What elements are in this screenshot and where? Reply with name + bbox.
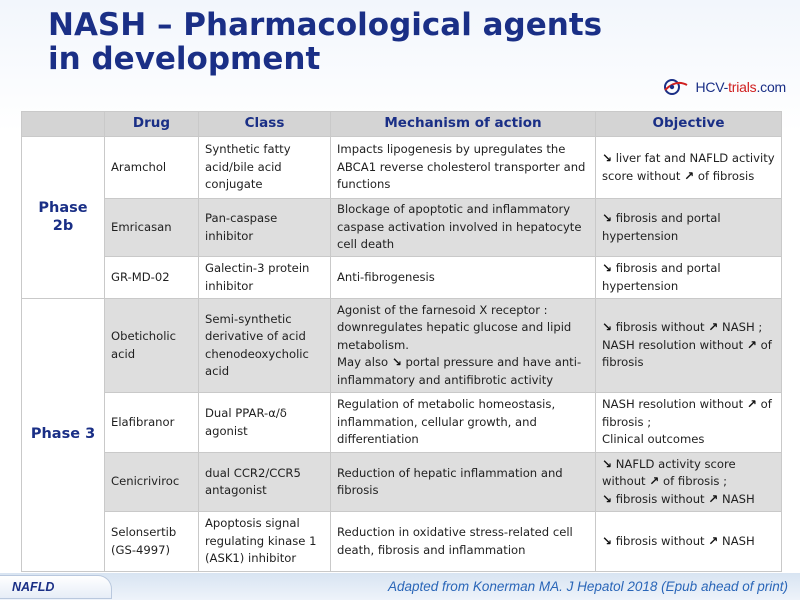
- drug-name: Selonsertib (GS-4997): [104, 511, 199, 572]
- up-arrow-icon: ↗: [708, 533, 719, 548]
- drug-mechanism: Impacts lipogenesis by upregulates the A…: [330, 136, 596, 199]
- table-row: Selonsertib (GS-4997) Apoptosis signal r…: [22, 511, 782, 572]
- table-row: Phase 2b Aramchol Synthetic fatty acid/b…: [21, 136, 782, 299]
- up-arrow-icon: ↗: [708, 320, 719, 335]
- header-phase: [21, 111, 105, 137]
- drug-objective: ↘ liver fat and NAFLD activity score wit…: [595, 136, 782, 199]
- down-arrow-icon: ↘: [602, 491, 613, 506]
- slide-title: NASH – Pharmacological agents in develop…: [48, 8, 602, 76]
- table-row: GR-MD-02 Galectin-3 protein inhibitor An…: [22, 256, 782, 299]
- drug-name: Emricasan: [104, 198, 199, 257]
- section-label: NAFLD: [12, 580, 55, 594]
- drug-mechanism: Regulation of metabolic homeostasis, inf…: [330, 392, 596, 453]
- down-arrow-icon: ↘: [602, 211, 613, 225]
- footer-section-tag: NAFLD: [0, 575, 112, 599]
- header-mechanism: Mechanism of action: [330, 111, 596, 137]
- drug-class: Pan-caspase inhibitor: [198, 198, 331, 257]
- logo-mark-icon: [664, 79, 688, 95]
- drug-class: Semi-synthetic derivative of acid chenod…: [198, 298, 331, 393]
- drug-name: Obeticholic acid: [104, 298, 199, 393]
- drug-mechanism: Blockage of apoptotic and inflammatory c…: [330, 198, 596, 257]
- table-row: Cenicriviroc dual CCR2/CCR5 antagonist R…: [22, 452, 782, 512]
- phase-label: Phase 2b: [21, 136, 105, 299]
- footer-band: [0, 573, 800, 600]
- drug-table: Drug Class Mechanism of action Objective…: [21, 111, 782, 572]
- drug-name: Aramchol: [104, 136, 199, 199]
- down-arrow-icon: ↘: [602, 533, 613, 548]
- logo-text: HCV-trials.com: [695, 79, 786, 95]
- down-arrow-icon: ↘: [602, 320, 613, 335]
- header-objective: Objective: [595, 111, 782, 137]
- drug-class: Apoptosis signal regulating kinase 1 (AS…: [198, 511, 331, 572]
- drug-name: Elafibranor: [104, 392, 199, 453]
- up-arrow-icon: ↗: [746, 397, 757, 412]
- table-row: Elafibranor Dual PPAR-α/δ agonist Regula…: [22, 392, 782, 453]
- drug-objective: ↘ fibrosis without ↗ NASH: [595, 511, 782, 572]
- drug-name: Cenicriviroc: [104, 452, 199, 512]
- drug-objective: ↘ fibrosis and portal hypertension: [595, 256, 782, 299]
- table-row: Phase 3 Obeticholic acid Semi-synthetic …: [21, 298, 782, 572]
- up-arrow-icon: ↗: [708, 491, 719, 506]
- down-arrow-icon: ↘: [602, 456, 613, 471]
- header-drug: Drug: [104, 111, 199, 137]
- drug-mechanism: Reduction of hepatic inflammation and fi…: [330, 452, 596, 512]
- down-arrow-icon: ↘: [602, 261, 613, 275]
- table-header-row: Drug Class Mechanism of action Objective: [21, 111, 782, 137]
- up-arrow-icon: ↗: [746, 337, 757, 352]
- hcv-trials-logo: HCV-trials.com: [663, 76, 786, 98]
- header-class: Class: [198, 111, 331, 137]
- drug-class: Dual PPAR-α/δ agonist: [198, 392, 331, 453]
- drug-objective: NASH resolution without ↗ of fibrosis ; C…: [595, 392, 782, 453]
- table-row: Emricasan Pan-caspase inhibitor Blockage…: [22, 198, 782, 257]
- drug-objective: ↘ fibrosis and portal hypertension: [595, 198, 782, 257]
- drug-mechanism: Anti-fibrogenesis: [330, 256, 596, 299]
- drug-mechanism: Reduction in oxidative stress-related ce…: [330, 511, 596, 572]
- up-arrow-icon: ↗: [649, 474, 660, 489]
- title-line-2: in development: [48, 41, 321, 77]
- drug-class: Synthetic fatty acid/bile acid conjugate: [198, 136, 331, 199]
- up-arrow-icon: ↗: [684, 168, 695, 183]
- drug-objective: ↘ fibrosis without ↗ NASH ; NASH resolut…: [595, 298, 782, 393]
- drug-objective: ↘ NAFLD activity score without ↗ of fibr…: [595, 452, 782, 512]
- title-line-1: NASH – Pharmacological agents: [48, 7, 603, 43]
- down-arrow-icon: ↘: [391, 355, 402, 370]
- phase-label: Phase 3: [21, 298, 105, 572]
- drug-class: Galectin-3 protein inhibitor: [198, 256, 331, 299]
- down-arrow-icon: ↘: [602, 151, 613, 165]
- drug-name: GR-MD-02: [104, 256, 199, 299]
- source-citation: Adapted from Konerman MA. J Hepatol 2018…: [388, 579, 788, 594]
- drug-mechanism: Agonist of the farnesoid X receptor : do…: [330, 298, 596, 393]
- drug-class: dual CCR2/CCR5 antagonist: [198, 452, 331, 512]
